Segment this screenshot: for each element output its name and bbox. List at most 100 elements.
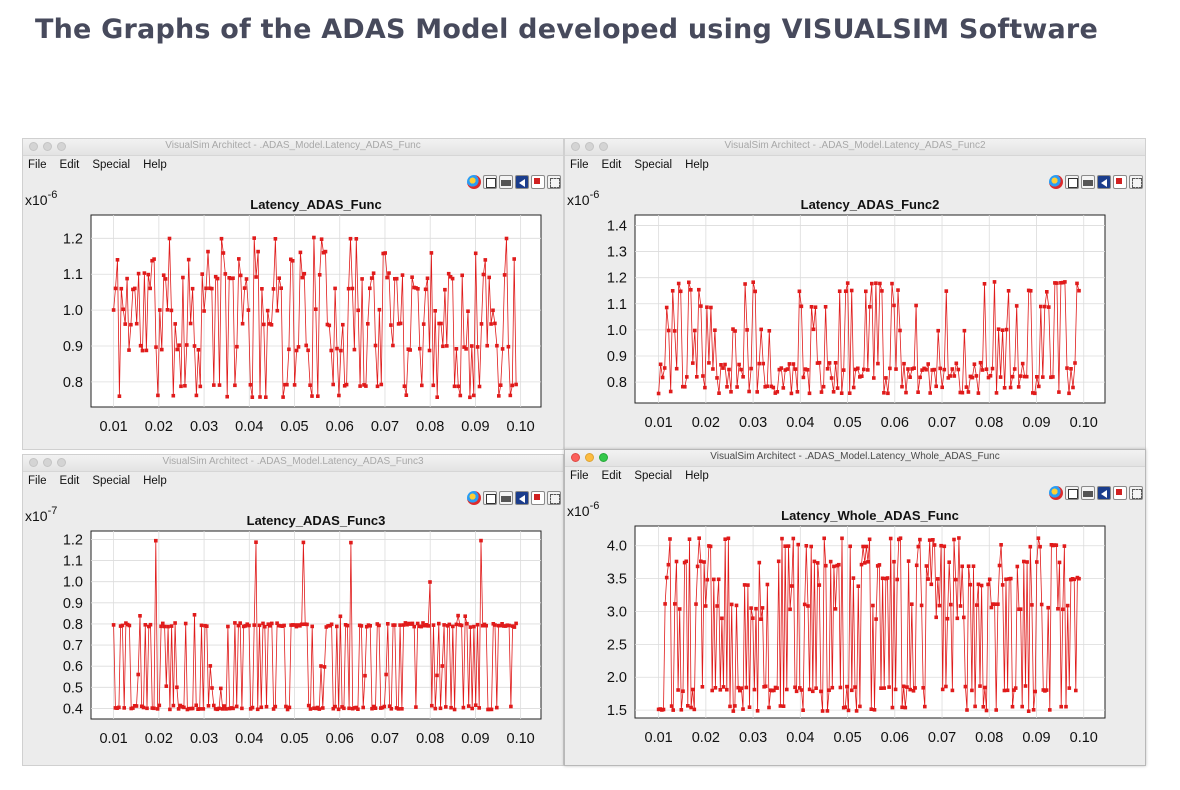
save-icon[interactable] xyxy=(483,175,497,189)
data-point xyxy=(1067,686,1072,690)
print-icon[interactable] xyxy=(1081,486,1095,500)
exponent-base: x10 xyxy=(25,508,48,524)
save-icon[interactable] xyxy=(1065,175,1079,189)
menu-special[interactable]: Special xyxy=(634,158,673,171)
print-icon[interactable] xyxy=(1081,175,1095,189)
data-point xyxy=(489,707,494,712)
data-point xyxy=(322,665,327,669)
data-point xyxy=(843,289,848,293)
data-point xyxy=(685,375,689,379)
menu-edit[interactable]: Edit xyxy=(601,158,622,171)
palette-icon[interactable] xyxy=(1049,486,1063,500)
menu-help[interactable]: Help xyxy=(143,158,167,171)
reset-axes-icon[interactable] xyxy=(515,491,529,505)
reset-axes-icon[interactable] xyxy=(515,175,529,189)
window-titlebar[interactable]: VisualSim Architect - .ADAS_Model.Latenc… xyxy=(565,450,1145,467)
window-titlebar[interactable]: VisualSim Architect - .ADAS_Model.Latenc… xyxy=(565,139,1145,156)
zoom-window-button[interactable] xyxy=(57,142,66,151)
data-point xyxy=(385,275,389,280)
data-point xyxy=(882,686,886,690)
menu-help[interactable]: Help xyxy=(685,469,709,482)
data-point xyxy=(832,564,836,569)
menu-file[interactable]: File xyxy=(570,469,589,482)
data-point xyxy=(502,273,507,277)
zoom-icon[interactable] xyxy=(1113,486,1127,500)
reset-axes-icon[interactable] xyxy=(1097,486,1111,500)
data-point xyxy=(1039,304,1043,309)
data-point xyxy=(940,687,945,692)
zoom-icon[interactable] xyxy=(1113,175,1127,189)
data-point xyxy=(475,622,480,627)
print-icon[interactable] xyxy=(499,175,513,189)
data-point xyxy=(227,276,231,280)
data-point xyxy=(856,366,860,371)
data-point xyxy=(285,382,289,387)
zoom-window-button[interactable] xyxy=(599,142,608,151)
x-tick-label: 0.08 xyxy=(416,419,444,435)
series-group xyxy=(656,536,1081,713)
data-point xyxy=(194,703,198,708)
zoom-window-button[interactable] xyxy=(599,453,608,462)
menu-special[interactable]: Special xyxy=(92,158,131,171)
data-point xyxy=(700,685,705,689)
x-tick-label: 0.09 xyxy=(1022,730,1050,746)
data-point xyxy=(757,361,761,366)
minimize-window-button[interactable] xyxy=(43,458,52,467)
palette-icon[interactable] xyxy=(1049,175,1063,189)
data-point xyxy=(976,582,981,587)
window-titlebar[interactable]: VisualSim Architect - .ADAS_Model.Latenc… xyxy=(23,455,563,472)
data-point xyxy=(301,540,306,545)
close-window-button[interactable] xyxy=(29,458,38,467)
menu-edit[interactable]: Edit xyxy=(601,469,622,482)
data-point xyxy=(306,703,311,708)
x-tick-label: 0.04 xyxy=(235,731,263,747)
zoom-icon[interactable] xyxy=(531,491,545,505)
minimize-window-button[interactable] xyxy=(585,453,594,462)
menu-file[interactable]: File xyxy=(570,158,589,171)
data-point xyxy=(115,258,120,262)
data-point xyxy=(804,544,809,548)
data-point xyxy=(760,606,765,610)
data-point xyxy=(400,707,404,711)
zoom-window-button[interactable] xyxy=(57,458,66,467)
data-point xyxy=(1020,704,1024,709)
menu-edit[interactable]: Edit xyxy=(59,474,80,487)
data-point xyxy=(807,391,812,396)
menu-file[interactable]: File xyxy=(28,474,47,487)
close-window-button[interactable] xyxy=(29,142,38,151)
data-point xyxy=(464,347,468,351)
data-point xyxy=(473,703,478,707)
reset-axes-icon[interactable] xyxy=(1097,175,1111,189)
minimize-window-button[interactable] xyxy=(43,142,52,151)
data-point xyxy=(454,622,459,627)
close-window-button[interactable] xyxy=(571,453,580,462)
menu-special[interactable]: Special xyxy=(92,474,131,487)
fit-icon[interactable] xyxy=(547,491,561,505)
fit-icon[interactable] xyxy=(1129,486,1143,500)
fit-icon[interactable] xyxy=(1129,175,1143,189)
data-point xyxy=(838,685,843,690)
fit-icon[interactable] xyxy=(547,175,561,189)
menu-file[interactable]: File xyxy=(28,158,47,171)
data-point xyxy=(720,616,724,621)
save-icon[interactable] xyxy=(1065,486,1079,500)
data-point xyxy=(944,684,948,689)
menu-help[interactable]: Help xyxy=(685,158,709,171)
zoom-icon[interactable] xyxy=(531,175,545,189)
data-point xyxy=(404,393,409,397)
print-icon[interactable] xyxy=(499,491,513,505)
data-point xyxy=(273,704,278,709)
palette-icon[interactable] xyxy=(467,491,481,505)
close-window-button[interactable] xyxy=(571,142,580,151)
data-point xyxy=(440,664,445,668)
data-point xyxy=(379,382,384,387)
window-titlebar[interactable]: VisualSim Architect - .ADAS_Model.Latenc… xyxy=(23,139,563,156)
minimize-window-button[interactable] xyxy=(585,142,594,151)
menu-special[interactable]: Special xyxy=(634,469,673,482)
palette-icon[interactable] xyxy=(467,175,481,189)
menu-edit[interactable]: Edit xyxy=(59,158,80,171)
y-tick-label: 0.8 xyxy=(63,617,83,633)
data-point xyxy=(213,274,218,279)
menu-help[interactable]: Help xyxy=(143,474,167,487)
save-icon[interactable] xyxy=(483,491,497,505)
